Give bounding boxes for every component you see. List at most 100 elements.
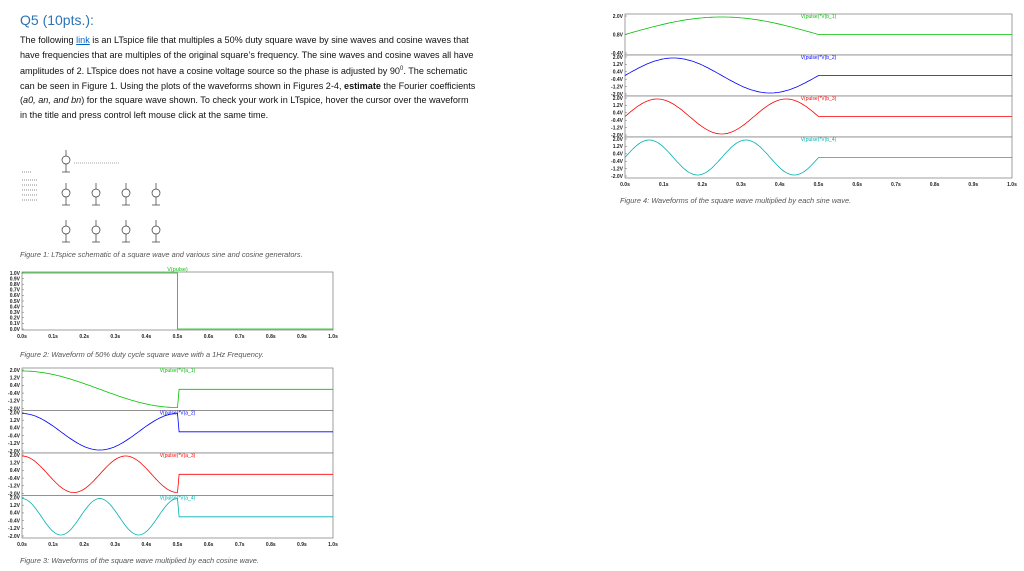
x-tick-label: 1.0s [1007, 182, 1017, 188]
caption: Figure 3: Waveforms of the square wave m… [20, 556, 259, 565]
y-tick-label: 2.0V [613, 96, 624, 102]
x-tick-label: 0.1s [48, 542, 58, 548]
x-tick-label: 0.5s [173, 334, 183, 340]
schematic [22, 150, 161, 243]
x-tick-label: 0.0s [17, 542, 27, 548]
x-tick-label: 0.9s [297, 334, 307, 340]
x-tick-label: 0.2s [79, 334, 89, 340]
x-tick-label: 1.0s [328, 334, 338, 340]
link[interactable]: link [76, 35, 90, 45]
y-tick-label: 1.2V [10, 503, 21, 509]
y-tick-label: 0.4V [10, 511, 21, 517]
y-tick-label: -0.4V [8, 433, 21, 439]
x-tick-label: 0.7s [235, 334, 245, 340]
y-tick-label: 0.0V [10, 327, 21, 333]
x-tick-label: 0.8s [930, 182, 940, 188]
y-tick-label: 0.4V [10, 468, 21, 474]
x-tick-label: 0.2s [698, 182, 708, 188]
waveform [624, 57, 1012, 94]
y-tick-label: 0.9V [10, 276, 21, 282]
x-tick-label: 0.6s [852, 182, 862, 188]
y-tick-label: -2.0V [611, 133, 624, 139]
y-tick-label: -2.0V [611, 92, 624, 98]
y-tick-label: 2.0V [613, 55, 624, 61]
y-tick-label: 1.2V [10, 418, 21, 424]
trace-title: V(pulse)*V(a_1) [160, 368, 196, 374]
x-tick-label: 0.5s [814, 182, 824, 188]
trace-title: V(pulse) [167, 267, 188, 273]
superscript: 0 [400, 66, 404, 73]
text: the Fourier coefficients ( [20, 80, 476, 106]
y-tick-label: 0.4V [10, 304, 21, 310]
caption: Figure 4: Waveforms of the square wave m… [620, 196, 851, 205]
x-tick-label: 0.3s [110, 542, 120, 548]
y-tick-label: -1.2V [8, 441, 21, 447]
y-tick-label: -1.2V [611, 84, 624, 90]
y-tick-label: -2.0V [8, 449, 21, 455]
y-tick-label: 0.6V [10, 293, 21, 299]
y-tick-label: -0.4V [611, 77, 624, 83]
y-tick-label: 2.0V [10, 410, 21, 416]
y-tick-label: -0.4V [8, 476, 21, 482]
x-tick-label: 0.3s [110, 334, 120, 340]
x-tick-label: 0.4s [142, 334, 152, 340]
y-tick-label: 0.5V [10, 299, 21, 305]
x-tick-label: 0.1s [659, 182, 669, 188]
y-tick-label: 2.0V [613, 137, 624, 143]
y-tick-label: -0.4V [611, 159, 624, 165]
y-tick-label: -0.4V [611, 51, 624, 57]
y-tick-label: -1.2V [611, 125, 624, 131]
trace-title: V(pulse)*V(b_1) [801, 14, 837, 20]
y-tick-label: 0.8V [10, 282, 21, 288]
text: . The schematic can be seen in Figure 1.… [20, 66, 468, 91]
y-tick-label: 0.4V [613, 111, 624, 117]
trace-title: V(pulse)*V(a_3) [160, 453, 196, 459]
waveform [21, 455, 333, 493]
y-tick-label: 0.4V [613, 70, 624, 76]
heading: Q5 (10pts.): [20, 12, 94, 28]
y-tick-label: 1.0V [10, 271, 21, 277]
question: Q5 (10pts.): The following link is an LT… [20, 12, 478, 123]
y-tick-label: 0.4V [10, 383, 21, 389]
waveform [624, 139, 1012, 176]
waveform [22, 413, 333, 451]
x-tick-label: 0.6s [204, 542, 214, 548]
x-tick-label: 0.4s [775, 182, 785, 188]
y-tick-label: 2.0V [613, 14, 624, 20]
y-tick-label: -1.2V [8, 484, 21, 490]
y-tick-label: 0.4V [10, 426, 21, 432]
y-tick-label: -1.2V [8, 399, 21, 405]
x-tick-label: 0.4s [142, 542, 152, 548]
y-tick-label: 1.2V [613, 103, 624, 109]
y-tick-label: 0.7V [10, 288, 21, 294]
trace-title: V(pulse)*V(b_2) [801, 55, 837, 61]
y-tick-label: -2.0V [611, 174, 624, 180]
bold-text: estimate [344, 80, 381, 91]
y-tick-label: 2.0V [10, 453, 21, 459]
x-tick-label: 0.2s [79, 542, 89, 548]
text: The following [20, 35, 77, 45]
y-tick-label: 0.8V [613, 32, 624, 38]
trace-title: V(pulse)*V(b_3) [801, 96, 837, 102]
caption: Figure 2: Waveform of 50% duty cycle squ… [20, 350, 264, 359]
y-tick-label: -2.0V [8, 406, 21, 412]
x-tick-label: 0.0s [620, 182, 630, 188]
trace-title: V(pulse)*V(b_4) [801, 137, 837, 143]
text: ) for the square wave shown. To check yo… [20, 95, 469, 120]
y-tick-label: 2.0V [10, 495, 21, 501]
y-tick-label: -2.0V [8, 491, 21, 497]
x-tick-label: 0.1s [48, 334, 58, 340]
y-tick-label: 2.0V [10, 368, 21, 374]
x-tick-label: 0.0s [17, 334, 27, 340]
y-tick-label: 0.2V [10, 316, 21, 322]
y-tick-label: 1.2V [10, 461, 21, 467]
x-tick-label: 0.7s [235, 542, 245, 548]
y-tick-label: -0.4V [8, 518, 21, 524]
waveform [624, 16, 1012, 35]
x-tick-label: 1.0s [328, 542, 338, 548]
waveform [624, 98, 1012, 135]
x-tick-label: 0.8s [266, 334, 276, 340]
y-tick-label: -1.2V [8, 526, 21, 532]
waveform [21, 498, 333, 536]
